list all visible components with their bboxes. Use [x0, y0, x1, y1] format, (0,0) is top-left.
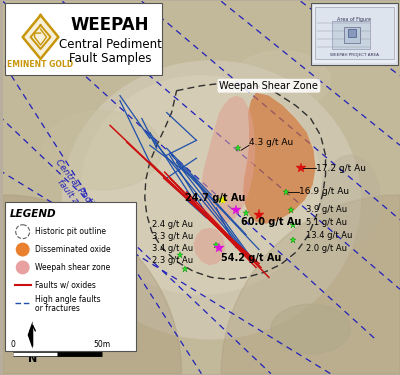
Text: Central Pediment: Central Pediment: [59, 38, 162, 51]
Text: LEGEND: LEGEND: [10, 209, 56, 219]
Ellipse shape: [13, 269, 92, 329]
Text: Central Pediment
fault zone: Central Pediment fault zone: [46, 158, 109, 232]
Text: Disseminated oxide: Disseminated oxide: [34, 245, 110, 254]
Wedge shape: [221, 195, 400, 374]
Text: WEEPAH: WEEPAH: [71, 16, 149, 34]
Text: Weepah shear zone: Weepah shear zone: [34, 263, 110, 272]
Text: N: N: [28, 354, 37, 364]
Polygon shape: [23, 15, 58, 59]
Text: 50m: 50m: [94, 340, 111, 349]
Ellipse shape: [82, 76, 320, 294]
Text: Historic pit outline: Historic pit outline: [34, 227, 106, 236]
Bar: [348, 29, 356, 37]
Polygon shape: [202, 96, 255, 226]
Text: 3.4 g/t Au: 3.4 g/t Au: [152, 244, 193, 253]
Text: 4.3 g/t Au: 4.3 g/t Au: [249, 138, 293, 147]
Text: Faults w/ oxides: Faults w/ oxides: [34, 281, 96, 290]
Text: High angle faults: High angle faults: [34, 295, 100, 304]
Text: 54.2 g/t Au: 54.2 g/t Au: [221, 252, 282, 262]
Text: 24.7 g/t Au: 24.7 g/t Au: [184, 193, 245, 203]
Polygon shape: [243, 93, 316, 224]
Text: WEEPAH PROJECT AREA: WEEPAH PROJECT AREA: [330, 53, 379, 57]
Ellipse shape: [271, 304, 350, 354]
Text: EMINENT GOLD: EMINENT GOLD: [8, 60, 74, 69]
Ellipse shape: [231, 51, 330, 111]
Text: 2.3 g/t Au: 2.3 g/t Au: [152, 256, 193, 265]
Text: Weepah Shear Zone: Weepah Shear Zone: [220, 81, 318, 91]
Text: 16.9 g/t Au: 16.9 g/t Au: [299, 188, 349, 196]
Text: 2.0 g/t Au: 2.0 g/t Au: [306, 244, 347, 253]
Bar: [344, 27, 360, 43]
Ellipse shape: [42, 111, 162, 190]
Ellipse shape: [62, 61, 360, 339]
FancyBboxPatch shape: [311, 3, 398, 65]
Text: 5.1 g/t Au: 5.1 g/t Au: [306, 218, 347, 227]
Text: Area of Figure: Area of Figure: [337, 17, 371, 22]
Bar: [332, 21, 370, 49]
Ellipse shape: [320, 155, 380, 244]
Text: 2.4 g/t Au: 2.4 g/t Au: [152, 220, 193, 229]
Polygon shape: [28, 321, 32, 349]
Circle shape: [16, 261, 30, 274]
FancyBboxPatch shape: [5, 202, 136, 351]
Polygon shape: [194, 228, 225, 266]
Text: 13.4 g/t Au: 13.4 g/t Au: [306, 231, 352, 240]
Bar: [315, 7, 394, 59]
Text: 17.2 g/t Au: 17.2 g/t Au: [316, 164, 366, 172]
Text: 3.3 g/t Au: 3.3 g/t Au: [152, 232, 193, 241]
Text: 60.0 g/t Au: 60.0 g/t Au: [241, 217, 302, 227]
Text: or fractures: or fractures: [34, 304, 80, 313]
Text: Fault Samples: Fault Samples: [69, 53, 151, 65]
Wedge shape: [3, 195, 182, 374]
FancyBboxPatch shape: [5, 3, 162, 75]
Text: 3.9 g/t Au: 3.9 g/t Au: [306, 206, 347, 214]
Bar: [313, 5, 396, 63]
Circle shape: [16, 243, 30, 256]
Text: 0: 0: [10, 340, 15, 349]
